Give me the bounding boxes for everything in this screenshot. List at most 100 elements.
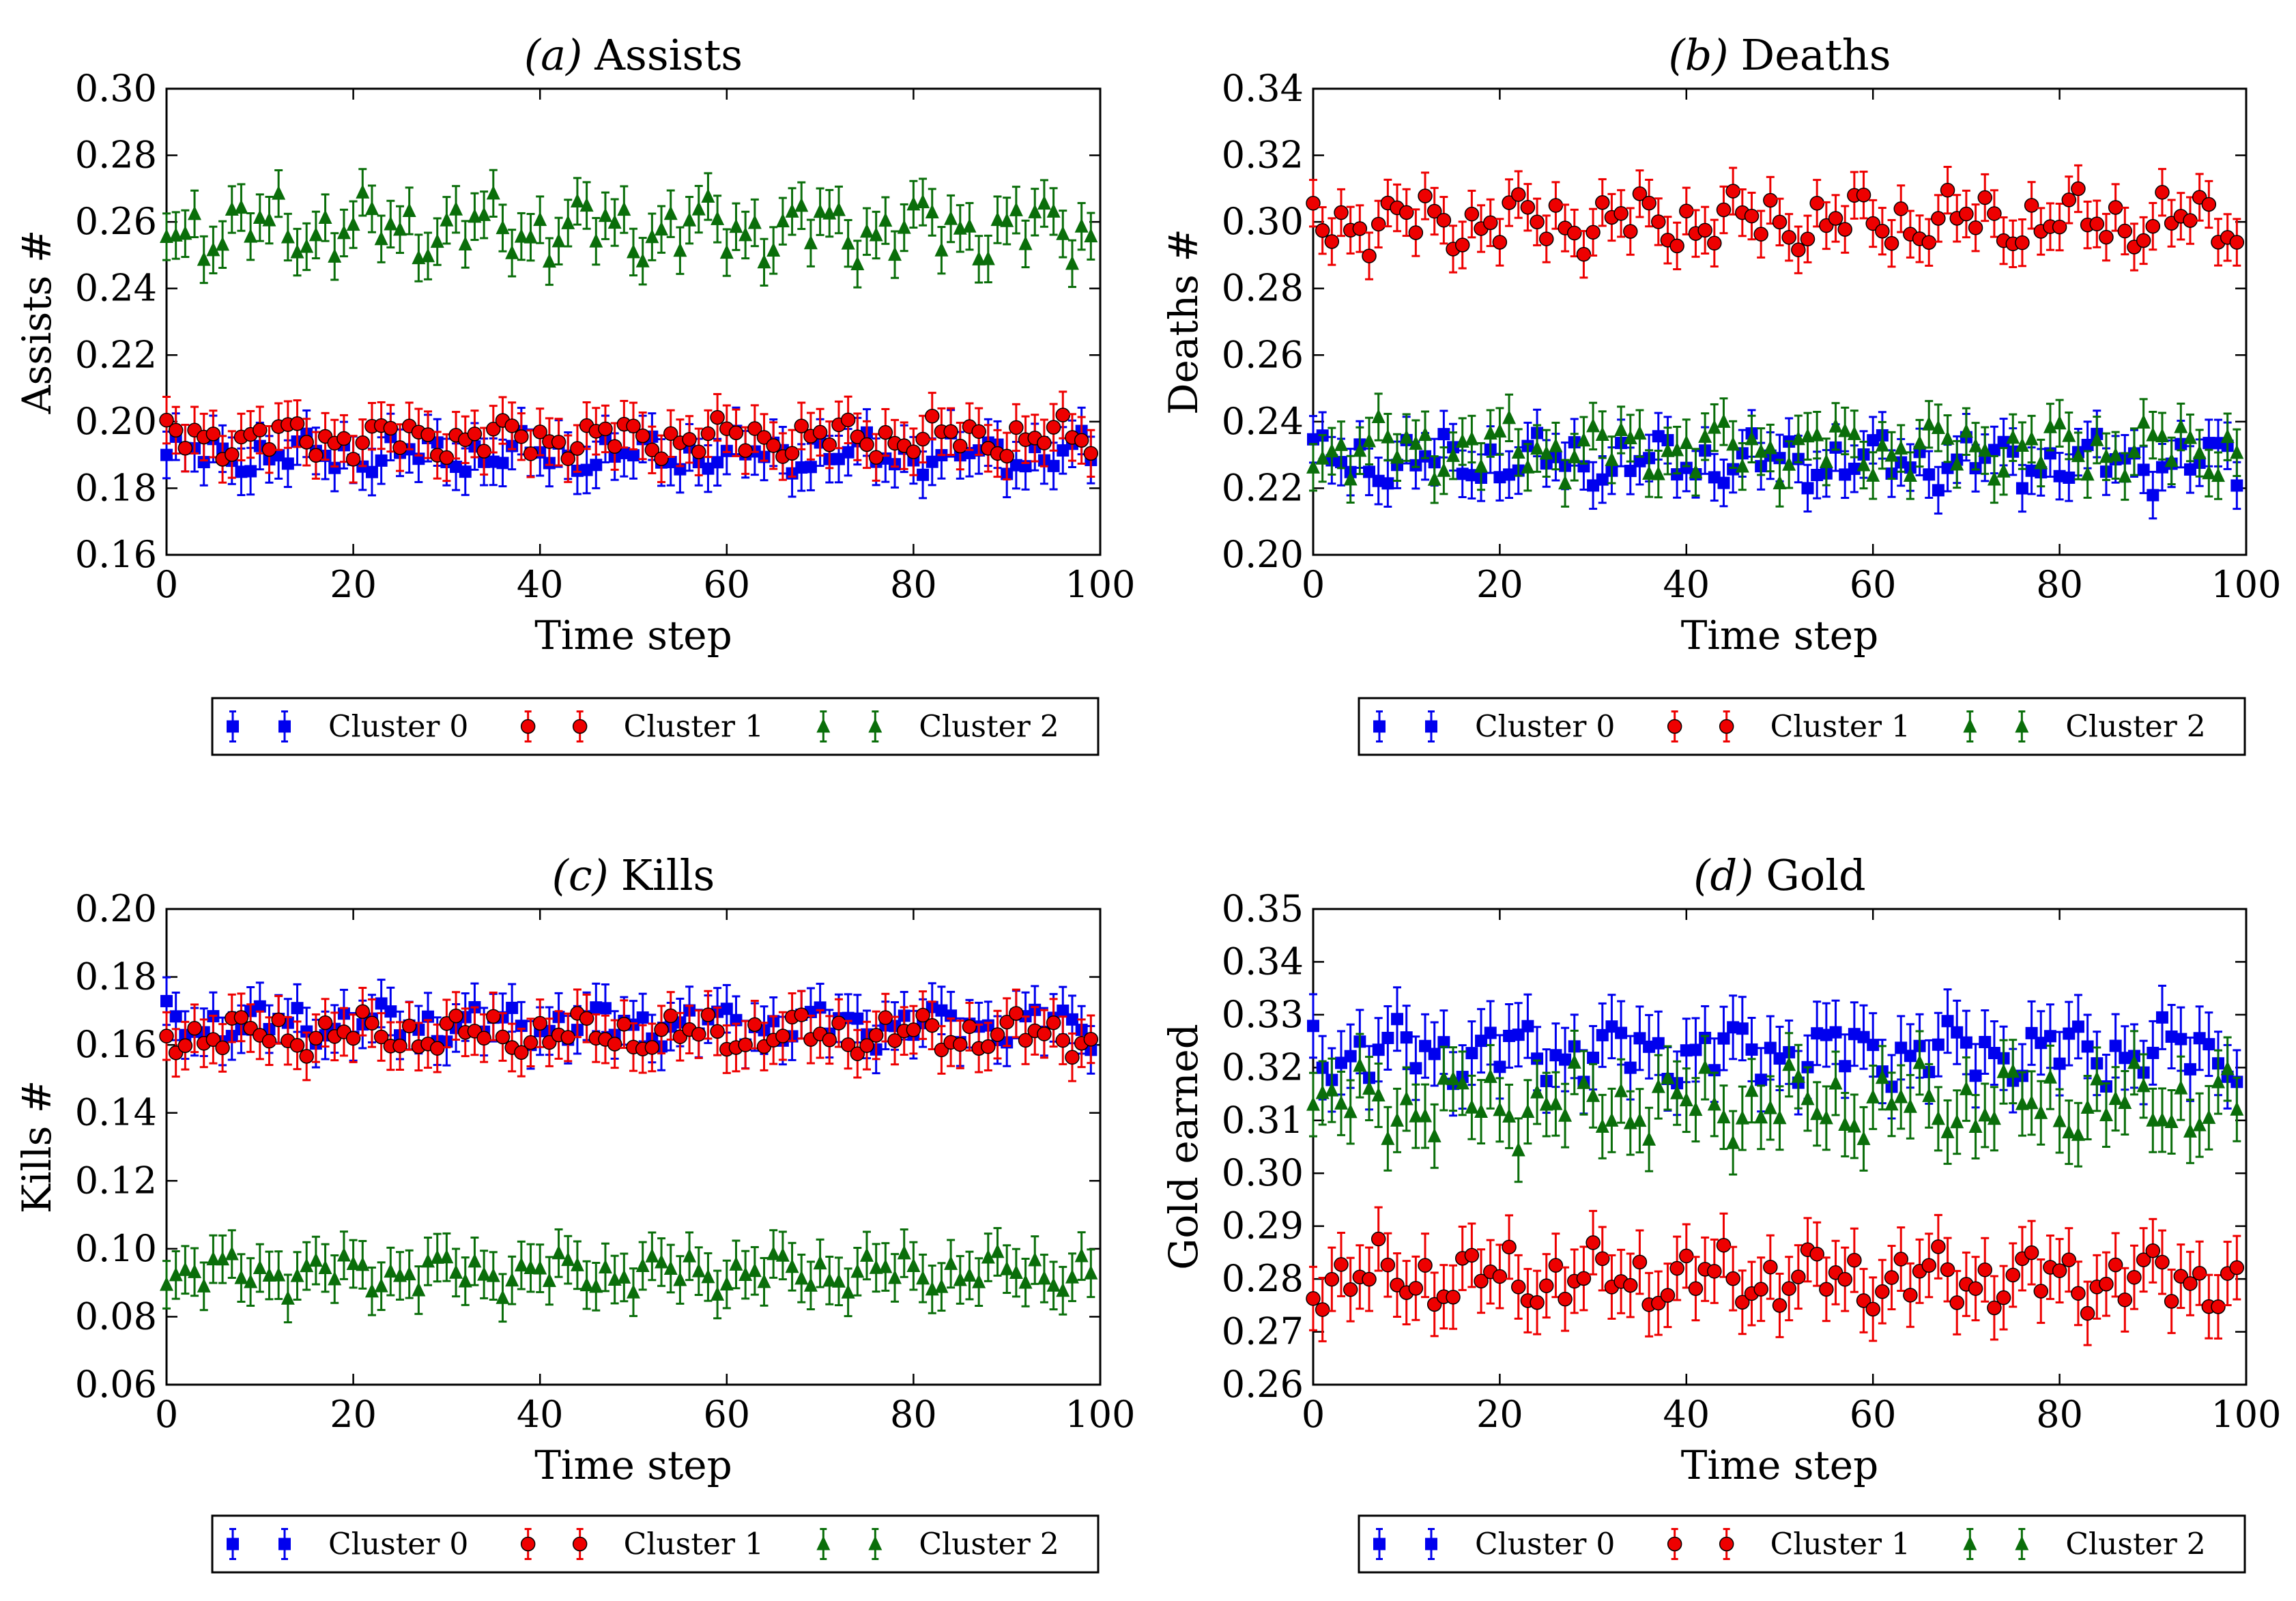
data-point	[2081, 439, 2094, 452]
data-point	[794, 1270, 809, 1285]
data-point	[700, 426, 716, 442]
data-point	[477, 1266, 491, 1281]
data-point	[645, 1247, 659, 1263]
y-tick-label: 0.32	[1222, 1045, 1304, 1088]
data-point	[701, 1269, 715, 1284]
data-point	[934, 242, 949, 257]
data-point	[1381, 1130, 1395, 1145]
data-point	[766, 438, 781, 453]
data-point	[384, 1263, 398, 1278]
data-point	[1912, 1054, 1927, 1069]
plot-frame	[165, 87, 1102, 556]
data-point	[1009, 201, 1023, 216]
data-point	[1595, 426, 1609, 441]
data-point	[655, 1254, 669, 1269]
x-tick-label: 20	[330, 1393, 377, 1436]
data-point	[2099, 229, 2114, 245]
data-point	[831, 201, 846, 216]
legend-box	[211, 1514, 1100, 1574]
data-point	[2099, 1276, 2114, 1292]
data-point	[1707, 419, 1721, 434]
data-point	[1475, 1035, 1488, 1048]
data-point	[701, 188, 715, 203]
y-tick-label: 0.20	[1222, 533, 1304, 576]
data-point	[1549, 1095, 1563, 1110]
data-point	[261, 442, 277, 457]
data-point	[1931, 1239, 1946, 1254]
data-point	[2155, 1011, 2168, 1024]
data-point	[1839, 1060, 1852, 1073]
data-point	[1539, 231, 1554, 246]
data-point	[364, 201, 379, 216]
data-point	[691, 1026, 706, 1042]
data-point	[1633, 425, 1647, 440]
data-point	[345, 452, 361, 467]
data-point	[1391, 1013, 1404, 1026]
data-point	[1605, 1020, 1618, 1033]
data-point	[1679, 1092, 1693, 1107]
data-point	[253, 1260, 267, 1275]
data-point	[412, 1282, 426, 1297]
data-point	[617, 1269, 631, 1284]
legend-marker	[816, 718, 831, 733]
data-point	[1819, 1282, 1834, 1297]
data-point	[496, 220, 510, 235]
data-point	[747, 1017, 762, 1033]
data-point	[747, 1263, 762, 1278]
data-point	[1539, 445, 1553, 460]
data-point	[1492, 1269, 1508, 1284]
data-point	[925, 408, 940, 424]
data-point	[1409, 1062, 1422, 1075]
data-point	[1334, 1095, 1349, 1110]
legend-marker	[868, 718, 882, 733]
data-point	[1074, 433, 1089, 448]
data-point	[822, 1033, 837, 1048]
data-point	[1893, 1252, 1908, 1267]
data-point	[1839, 468, 1852, 481]
data-point	[785, 1258, 799, 1273]
data-point	[711, 210, 725, 225]
data-point	[1727, 1021, 1740, 1034]
legend-marker	[520, 1536, 536, 1552]
legend-label: Cluster 2	[2065, 710, 2205, 745]
data-point	[355, 435, 371, 450]
data-point	[747, 421, 762, 436]
data-point	[2024, 1245, 2039, 1260]
data-point	[2202, 1038, 2215, 1051]
data-point	[1828, 211, 1843, 226]
data-point	[160, 228, 173, 243]
data-point	[1502, 1239, 1517, 1255]
data-point	[1381, 429, 1395, 444]
data-point	[504, 418, 519, 433]
x-tick-label: 40	[517, 1393, 564, 1436]
data-point	[654, 451, 669, 466]
y-tick-label: 0.30	[1222, 200, 1304, 243]
data-point	[1502, 1108, 1517, 1123]
data-point	[1493, 1101, 1507, 1116]
data-point	[626, 418, 641, 434]
data-point	[1716, 202, 1732, 218]
data-point	[599, 1002, 612, 1015]
data-point	[1867, 434, 1880, 447]
data-point	[1624, 1061, 1637, 1074]
data-point	[869, 1259, 883, 1274]
data-point	[1866, 1088, 1880, 1104]
x-tick-label: 0	[155, 1393, 178, 1436]
data-point	[1782, 456, 1796, 471]
data-point	[2230, 479, 2243, 492]
x-tick-label: 80	[890, 1393, 937, 1436]
x-tick-label: 80	[2036, 563, 2083, 606]
data-point	[1343, 1282, 1358, 1297]
data-point	[655, 221, 669, 236]
data-point	[1745, 431, 1759, 446]
y-tick-label: 0.26	[75, 200, 157, 243]
data-point	[299, 1049, 314, 1064]
data-point	[392, 1038, 407, 1054]
data-point	[775, 1247, 790, 1262]
data-point	[1324, 1271, 1340, 1287]
legend-marker	[520, 719, 536, 734]
data-point	[216, 236, 230, 251]
data-point	[1642, 465, 1656, 480]
series-cluster-2	[160, 168, 1098, 289]
data-point	[392, 440, 407, 455]
